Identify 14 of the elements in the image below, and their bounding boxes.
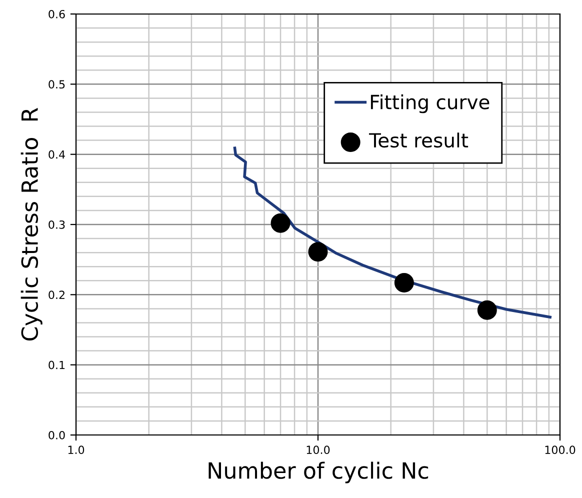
x-tick-label: 10.0 — [306, 446, 330, 454]
legend-label: Fitting curve — [370, 94, 490, 114]
x-tick-label: 100.0 — [545, 446, 576, 454]
y-tick-label: 0.1 — [48, 360, 65, 370]
y-tick-label: 0.3 — [48, 220, 65, 229]
y-tick-label: 0.4 — [48, 150, 65, 159]
x-tick-label: 1.0 — [68, 446, 84, 454]
x-axis-title: Number of cyclic Nc — [208, 462, 428, 484]
y-tick-label: 0.2 — [48, 290, 64, 300]
legend-label: Test result — [369, 132, 468, 148]
y-tick-label: 0.5 — [48, 80, 65, 89]
y-tick-label: 0.0 — [48, 430, 65, 440]
y-axis-title: Cyclic Stress Ratio R — [20, 108, 42, 340]
y-tick-label: 0.6 — [48, 10, 65, 18]
